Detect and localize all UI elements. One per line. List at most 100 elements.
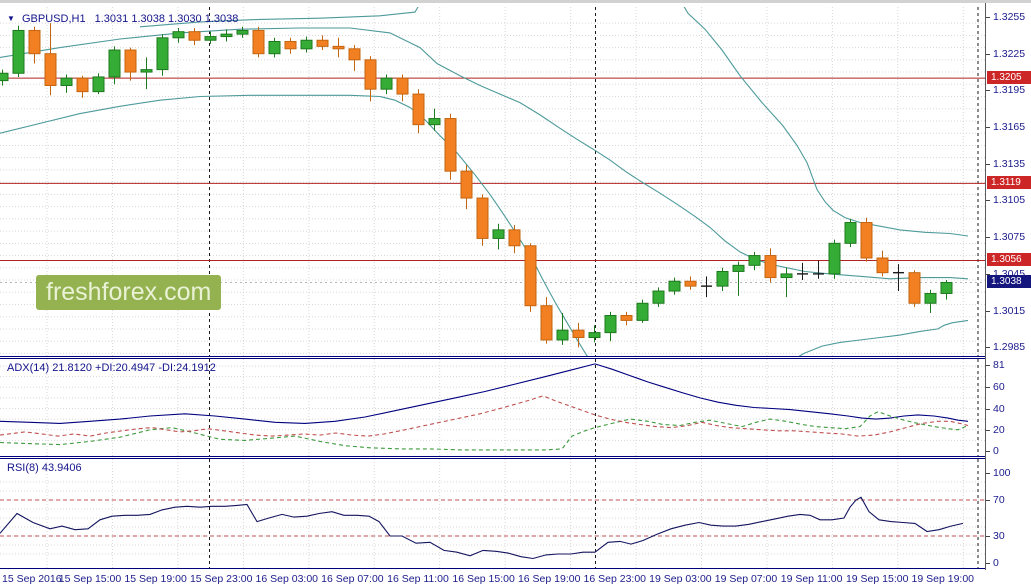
axis-tick (986, 200, 990, 202)
time-tick-label: 16 Sep 23:00 (583, 573, 647, 585)
bear-candle (572, 329, 585, 339)
candlestick-chart[interactable] (0, 7, 985, 356)
bear-candle (764, 255, 777, 279)
price-tick-label: 1.3195 (993, 84, 1026, 97)
rsi-chart[interactable] (0, 459, 985, 568)
bull-candle (380, 77, 393, 90)
axis-tick (986, 310, 990, 312)
axis-tick (986, 563, 990, 564)
chart-title: ▼ GBPUSD,H1 1.3031 1.3038 1.3030 1.3038 (7, 13, 238, 25)
bear-candle (188, 31, 201, 41)
bull-candle (268, 40, 281, 55)
price-tick-label: 1.3225 (993, 47, 1026, 60)
price-axis[interactable]: 1.3255 1.3225 1.3195 1.3165 1.3135 1.3105 1.30… (985, 3, 1031, 570)
adx-tick-label: 20 (993, 423, 1005, 436)
bull-candle (236, 29, 249, 35)
bollinger-middle (0, 27, 969, 280)
bull-candle (668, 280, 681, 292)
bull-candle (924, 292, 937, 304)
rsi-tick-label: 100 (993, 467, 1011, 479)
bull-candle (60, 77, 73, 87)
axis-tick (986, 17, 990, 18)
axis-tick (986, 429, 990, 431)
bear-candle (252, 29, 265, 55)
bull-candle (636, 302, 649, 321)
bear-candle (76, 77, 89, 93)
bull-candle (156, 37, 169, 71)
bear-candle (444, 118, 457, 172)
price-tick-label: 1.3255 (993, 11, 1026, 23)
bear-candle (908, 272, 921, 304)
bear-candle (620, 314, 633, 321)
price-tick-label: 1.3135 (993, 157, 1026, 170)
bull-candle (940, 281, 953, 294)
bull-candle (108, 49, 121, 78)
panel-separator[interactable] (0, 356, 1031, 359)
bull-candle (492, 229, 505, 239)
bull-candle (220, 33, 233, 38)
rsi-line (0, 496, 964, 560)
rsi-indicator-panel[interactable]: RSI(8) 43.9406 (0, 459, 985, 568)
broker-watermark: freshforex.com (36, 275, 221, 310)
axis-tick (986, 536, 990, 537)
bull-candle (12, 29, 25, 74)
adx-indicator-panel[interactable]: ADX(14) 21.8120 +DI:20.4947 -DI:24.1912 (0, 359, 985, 456)
chart-dropdown-icon[interactable]: ▼ (7, 14, 15, 23)
bear-candle (316, 39, 329, 47)
bear-candle (348, 48, 361, 61)
time-tick-label: 15 Sep 15:00 (58, 573, 122, 585)
bull-candle (588, 332, 601, 339)
axis-tick (986, 500, 990, 501)
bull-candle (300, 39, 313, 50)
axis-tick (986, 408, 990, 410)
axis-tick (986, 53, 990, 55)
price-tick-label: 1.2985 (993, 341, 1026, 354)
rsi-label: RSI(8) 43.9406 (7, 462, 82, 474)
axis-tick (986, 127, 990, 129)
adx-tick-label: 81 (993, 359, 1005, 371)
bull-candle (140, 69, 153, 73)
bear-candle (540, 305, 553, 341)
bull-candle (748, 255, 761, 266)
chart-symbol-timeframe: GBPUSD,H1 (21, 13, 86, 25)
bull-candle (172, 31, 185, 39)
time-tick-label: 19 Sep 07:00 (714, 573, 778, 585)
bear-candle (332, 45, 345, 50)
main-price-panel[interactable]: ▼ GBPUSD,H1 1.3031 1.3038 1.3030 1.3038 … (0, 7, 985, 356)
time-tick-label: 16 Sep 03:00 (255, 573, 319, 585)
bear-candle (508, 229, 521, 247)
bull-candle (828, 242, 841, 275)
bear-candle (364, 59, 377, 90)
adx-tick-label: 40 (993, 402, 1005, 415)
axis-tick (986, 163, 990, 165)
adx-tick-label: 60 (993, 381, 1005, 394)
chart-ohlc-quotes: 1.3031 1.3038 1.3030 1.3038 (94, 13, 239, 25)
adx-label: ADX(14) 21.8120 +DI:20.4947 -DI:24.1912 (7, 362, 216, 374)
bear-candle (860, 222, 873, 259)
bull-candle (428, 118, 441, 126)
axis-tick (986, 387, 990, 389)
time-tick-label: 19 Sep 11:00 (780, 573, 843, 585)
adx-chart[interactable] (0, 359, 985, 456)
bear-candle (476, 197, 489, 239)
price-tick-label: 1.3075 (993, 231, 1026, 244)
time-tick-label: 16 Sep 15:00 (452, 573, 515, 585)
panel-separator[interactable] (0, 568, 1031, 570)
bull-candle (92, 76, 105, 93)
time-axis[interactable]: 15 Sep 2016 15 Sep 15:00 15 Sep 19:00 15 Se… (0, 570, 985, 587)
time-tick-label: 19 Sep 15:00 (845, 573, 909, 585)
bear-candle (284, 40, 297, 50)
price-level-badge: 1.3205 (987, 71, 1031, 85)
price-level-badge: 1.3056 (987, 253, 1031, 267)
bear-candle (396, 77, 409, 95)
bull-candle (732, 264, 745, 272)
time-tick-label: 16 Sep 11:00 (387, 573, 449, 585)
adx-tick-label: 0 (993, 445, 999, 457)
bull-candle (0, 72, 9, 82)
time-tick-label: 15 Sep 2016 (2, 573, 62, 585)
+di-line (0, 411, 969, 451)
bollinger-upper (139, 7, 969, 237)
time-tick-label: 15 Sep 19:00 (124, 573, 187, 585)
panel-separator[interactable] (0, 456, 1031, 459)
